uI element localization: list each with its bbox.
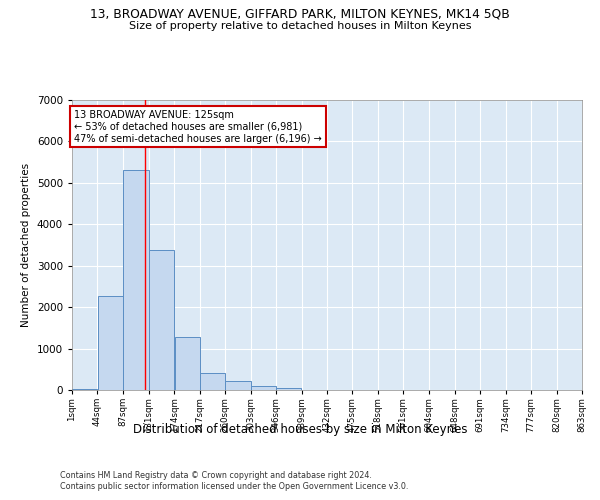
Text: Size of property relative to detached houses in Milton Keynes: Size of property relative to detached ho…: [129, 21, 471, 31]
Text: Distribution of detached houses by size in Milton Keynes: Distribution of detached houses by size …: [133, 422, 467, 436]
Bar: [175, 338, 200, 390]
Bar: [251, 386, 276, 390]
Text: Contains public sector information licensed under the Open Government Licence v3: Contains public sector information licen…: [60, 482, 409, 491]
Bar: [200, 373, 225, 390]
Bar: [98, 296, 123, 390]
Text: 13, BROADWAY AVENUE, GIFFARD PARK, MILTON KEYNES, MK14 5QB: 13, BROADWAY AVENUE, GIFFARD PARK, MILTO…: [90, 8, 510, 20]
Text: Contains HM Land Registry data © Crown copyright and database right 2024.: Contains HM Land Registry data © Crown c…: [60, 470, 372, 480]
Bar: [276, 388, 301, 390]
Y-axis label: Number of detached properties: Number of detached properties: [21, 163, 31, 327]
Bar: [149, 250, 174, 390]
Text: 13 BROADWAY AVENUE: 125sqm
← 53% of detached houses are smaller (6,981)
47% of s: 13 BROADWAY AVENUE: 125sqm ← 53% of deta…: [74, 110, 322, 144]
Bar: [226, 381, 251, 390]
Bar: [72, 389, 97, 390]
Bar: [123, 170, 149, 390]
